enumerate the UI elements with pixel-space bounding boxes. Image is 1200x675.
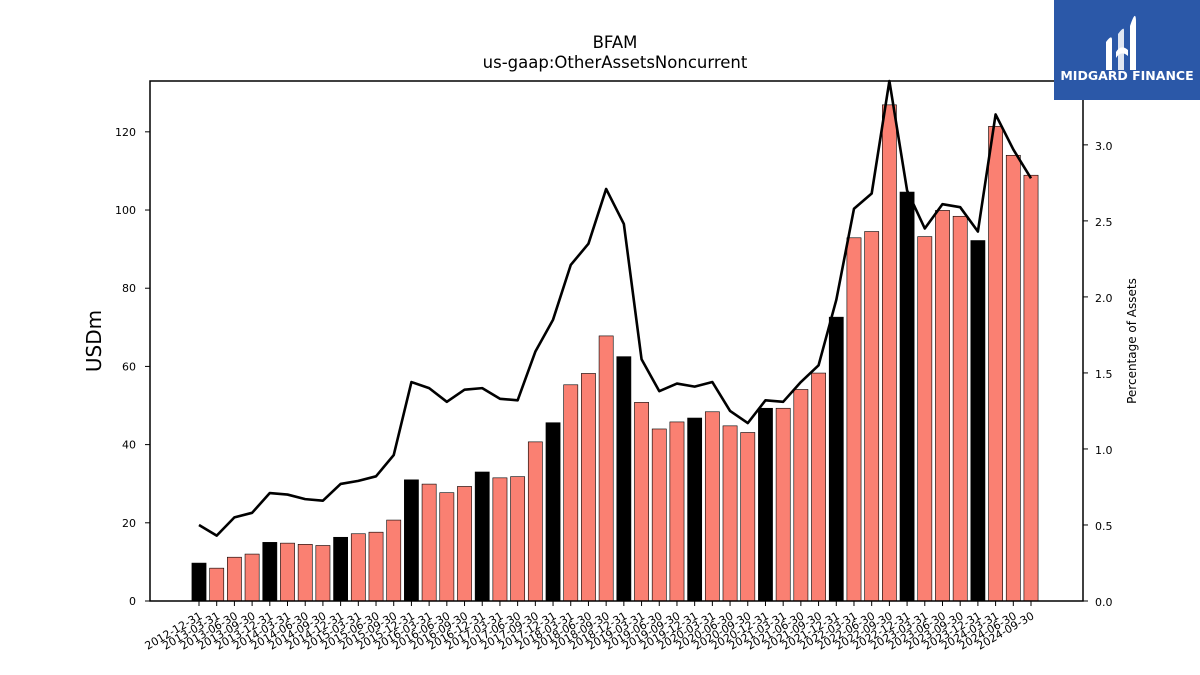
logo-mark-icon [1106,15,1136,71]
bar [457,486,472,602]
axes [149,80,1084,602]
bar [421,483,437,602]
bar [1005,154,1021,602]
bar [864,231,880,602]
bar [687,417,703,602]
bar [368,531,384,602]
bar [740,432,756,602]
bar [722,425,738,602]
bar [333,536,349,602]
chart-subtitle: us-gaap:OtherAssetsNoncurrent [483,53,748,72]
bar [262,542,278,602]
y2-axis-ticks: 0.0 0.5 1.0 1.5 2.0 2.5 3.0 [1083,140,1113,609]
bar [439,492,455,602]
bar [404,479,419,602]
y2-tick-label: 3.0 [1095,140,1113,153]
line-series [198,79,1033,537]
bar [651,428,667,602]
bar [935,210,950,602]
y-axis-label: USDm [82,310,106,372]
y-tick-label: 60 [122,360,136,373]
y-tick-label: 20 [122,517,136,530]
bar [775,407,791,602]
bar [704,411,720,602]
y2-tick-label: 0.0 [1095,596,1113,609]
bar [280,542,295,602]
y-tick-label: 120 [115,126,136,139]
y2-tick-label: 0.5 [1095,520,1113,533]
bar [510,476,526,602]
bar [527,441,543,602]
bar [917,236,933,602]
bar [988,126,1003,602]
bar [952,215,968,602]
bar [634,402,649,602]
y2-tick-label: 1.5 [1095,368,1113,381]
bar [758,407,773,602]
bar [297,544,313,602]
chart-title: BFAM [593,33,638,52]
bar [209,567,225,602]
y2-axis-label: Percentage of Assets [1125,278,1139,404]
x-axis-ticks: 2012-12-312013-03-312013-06-302013-09-30… [143,601,1037,653]
bar [669,421,685,602]
plot-frame [149,80,1084,602]
bar [315,545,331,602]
y-tick-label: 40 [122,439,136,452]
bar [846,237,862,602]
bar [793,389,809,602]
bar [1023,174,1039,602]
y2-tick-label: 1.0 [1095,444,1113,457]
bar [244,553,260,602]
bar [811,372,826,602]
y-axis-ticks: 0 20 40 60 80 100 120 [115,126,150,608]
bar [598,335,614,602]
bar [492,477,508,602]
percentage-line [198,79,1033,537]
bar [191,562,207,602]
y-tick-label: 100 [115,204,136,217]
y2-tick-label: 2.0 [1095,292,1113,305]
bar [581,373,596,602]
bar [616,356,632,602]
bar [227,556,242,602]
bar [828,316,844,602]
bar [545,422,561,602]
bar-series [191,104,1039,602]
bar [563,384,579,602]
bar [350,533,366,602]
y2-tick-label: 2.5 [1095,216,1113,229]
logo-text: MIDGARD FINANCE [1060,68,1193,83]
midgard-finance-logo: MIDGARD FINANCE [1054,0,1200,100]
bar [474,471,490,602]
y-tick-label: 0 [129,595,136,608]
bar [970,240,986,602]
bar [881,104,897,602]
bar [899,191,915,602]
y-tick-label: 80 [122,282,136,295]
bar [386,519,402,602]
